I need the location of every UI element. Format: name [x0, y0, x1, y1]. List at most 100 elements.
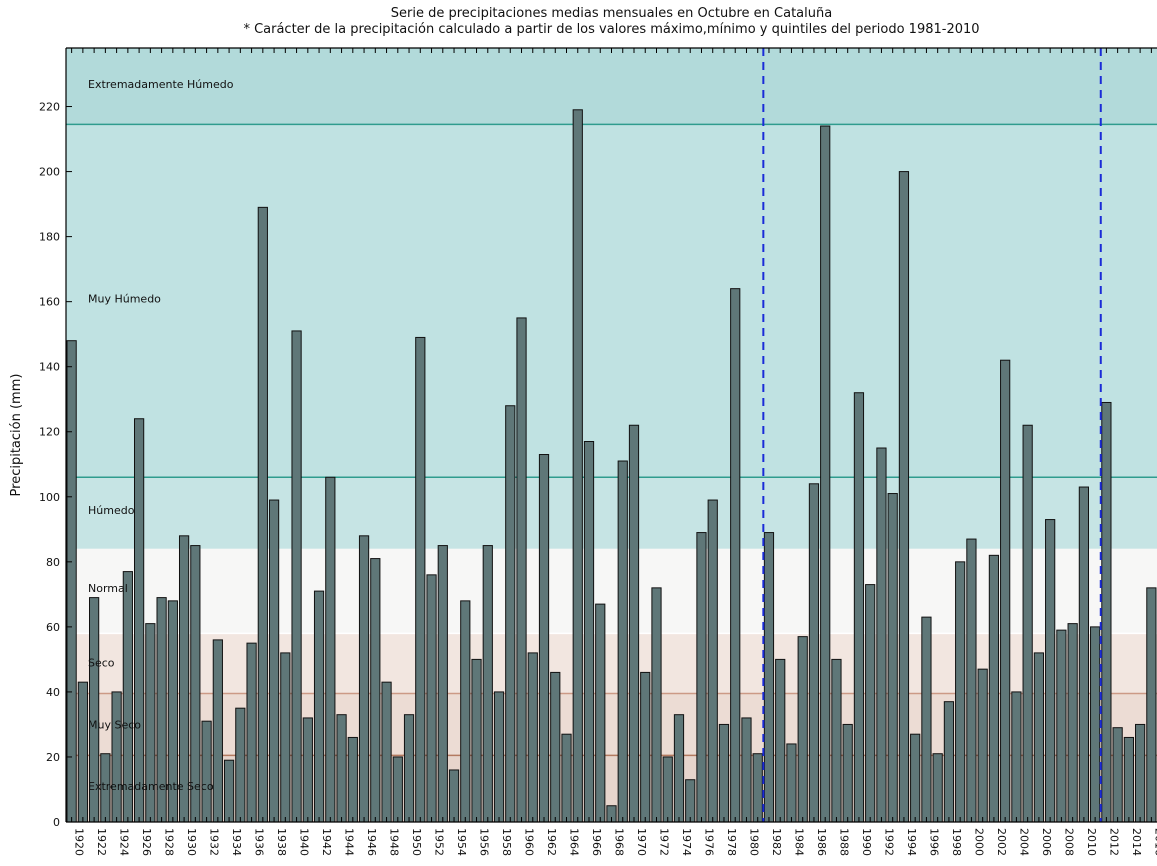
bar-1921	[77, 681, 88, 823]
reference-period-lines	[762, 48, 1102, 822]
bar-1973	[662, 756, 673, 823]
x-tick-label-1990: 1990	[860, 828, 873, 856]
bars	[66, 109, 1157, 823]
band-label-2: Húmedo	[88, 504, 135, 517]
bar-1981	[752, 753, 763, 823]
bar-1954	[448, 769, 460, 823]
bar-1995	[910, 733, 921, 823]
bar-1938	[268, 499, 280, 823]
x-tick-label-1986: 1986	[815, 828, 828, 856]
y-tick-label-200: 200	[39, 166, 60, 179]
x-tick-label-1974: 1974	[680, 828, 693, 856]
x-tick-label-1928: 1928	[163, 828, 176, 856]
x-tick-label-1980: 1980	[747, 828, 760, 856]
bar-1998	[943, 701, 955, 823]
bar-2003	[1000, 359, 1011, 823]
bar-1958	[493, 691, 505, 823]
bar-1934	[223, 759, 235, 823]
x-tick-label-1982: 1982	[770, 828, 783, 856]
bar-1941	[302, 717, 313, 823]
bar-1959	[505, 405, 516, 823]
bar-1951	[415, 336, 426, 823]
bar-1953	[437, 545, 448, 823]
bar-1996	[921, 616, 932, 823]
x-tick-label-1972: 1972	[657, 828, 670, 856]
x-tick-label-1942: 1942	[320, 828, 333, 856]
bar-2004	[1011, 691, 1022, 823]
bar-1942	[313, 590, 325, 823]
band-2	[66, 477, 1157, 549]
bar-1944	[336, 714, 347, 823]
x-tick-label-1958: 1958	[500, 828, 513, 856]
bar-1969	[617, 460, 628, 823]
x-tick-label-2004: 2004	[1017, 828, 1030, 856]
bar-1992	[876, 447, 887, 823]
band-0	[66, 48, 1157, 125]
bar-1980	[741, 717, 752, 823]
bar-1976	[696, 532, 707, 823]
bar-2015	[1135, 723, 1146, 823]
x-tick-label-1978: 1978	[725, 828, 738, 856]
bar-1964	[561, 733, 572, 823]
x-tick-label-1962: 1962	[545, 828, 558, 856]
x-tick-label-1940: 1940	[298, 828, 311, 856]
bar-1985	[797, 636, 808, 823]
x-tick-label-1948: 1948	[388, 828, 401, 856]
bar-1946	[358, 535, 370, 823]
bar-1966	[583, 441, 595, 823]
band-label-4: Seco	[88, 657, 115, 670]
chart-title: Serie de precipitaciones medias mensuale…	[390, 6, 833, 21]
x-tick-label-1924: 1924	[118, 828, 131, 856]
bar-1962	[538, 454, 550, 823]
bar-2013	[1112, 727, 1123, 823]
x-tick-label-1936: 1936	[253, 828, 266, 856]
bar-1945	[347, 736, 358, 823]
y-tick-label-180: 180	[39, 231, 60, 244]
bar-1932	[201, 720, 212, 823]
bar-1930	[178, 535, 190, 823]
bar-1933	[212, 639, 223, 823]
bar-1972	[651, 587, 662, 823]
x-tick-label-2012: 2012	[1107, 828, 1120, 856]
bar-1924	[111, 691, 122, 823]
x-tick-label-1922: 1922	[95, 828, 108, 856]
bar-1952	[426, 574, 437, 823]
bar-1975	[685, 779, 696, 823]
bar-2010	[1078, 486, 1090, 823]
y-tick-label-40: 40	[46, 686, 60, 699]
bar-1939	[280, 652, 291, 823]
bar-1948	[381, 681, 392, 823]
y-axis-label: Precipitación (mm)	[9, 374, 24, 497]
band-label-0: Extremadamente Húmedo	[88, 78, 234, 91]
band-label-1: Muy Húmedo	[88, 292, 161, 305]
bar-2009	[1067, 623, 1078, 823]
bar-1978	[718, 723, 730, 823]
bar-2000	[966, 538, 977, 823]
band-labels: Extremadamente Húmedo Muy Húmedo Húmedo Nor…	[88, 78, 234, 793]
band-1	[66, 124, 1157, 478]
y-tick-label-100: 100	[39, 491, 60, 504]
x-tick-label-1966: 1966	[590, 828, 603, 856]
y-tick-label-160: 160	[39, 296, 60, 309]
bar-2007	[1045, 519, 1056, 823]
x-tick-label-1988: 1988	[837, 828, 850, 856]
bar-1935	[235, 707, 246, 823]
bar-2001	[977, 668, 988, 823]
x-tick-label-2006: 2006	[1040, 828, 1053, 856]
x-tick-label-1960: 1960	[523, 828, 536, 856]
chart-title-block: Serie de precipitaciones medias mensuale…	[66, 6, 1157, 38]
bar-1986	[808, 483, 820, 823]
x-tick-label-1938: 1938	[275, 828, 288, 856]
y-tick-label-80: 80	[46, 556, 60, 569]
bar-1984	[786, 743, 797, 823]
bar-1965	[572, 109, 583, 823]
bar-1988	[831, 658, 842, 823]
bar-1937	[257, 206, 268, 823]
bar-2008	[1056, 629, 1067, 823]
x-tick-label-1992: 1992	[882, 828, 895, 856]
bar-1956	[471, 658, 482, 823]
bar-1999	[955, 561, 966, 823]
x-tick-label-1930: 1930	[185, 828, 198, 856]
bar-2005	[1022, 424, 1033, 823]
